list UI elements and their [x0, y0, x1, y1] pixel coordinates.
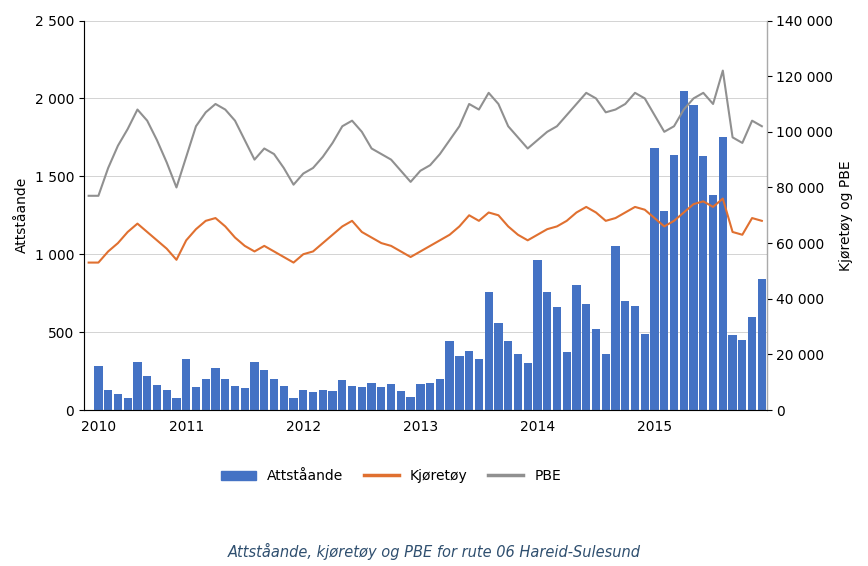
Bar: [699, 156, 707, 410]
Bar: [328, 391, 337, 410]
Bar: [436, 379, 444, 410]
Bar: [240, 388, 249, 410]
Bar: [728, 335, 737, 410]
Bar: [738, 340, 746, 410]
Bar: [387, 384, 395, 410]
Bar: [611, 246, 620, 410]
Bar: [319, 390, 327, 410]
Bar: [367, 383, 376, 410]
Bar: [455, 355, 464, 410]
Bar: [582, 304, 590, 410]
Bar: [631, 306, 639, 410]
Bar: [641, 335, 649, 410]
Bar: [123, 397, 132, 410]
Bar: [670, 155, 678, 410]
Bar: [250, 362, 259, 410]
Bar: [680, 91, 688, 410]
Bar: [153, 385, 161, 410]
Bar: [260, 370, 268, 410]
Bar: [201, 379, 210, 410]
Bar: [572, 285, 581, 410]
Bar: [445, 341, 454, 410]
Bar: [378, 388, 385, 410]
Bar: [114, 395, 122, 410]
Bar: [475, 359, 483, 410]
Bar: [211, 368, 220, 410]
Bar: [465, 351, 473, 410]
Y-axis label: Attståande: Attståande: [15, 177, 29, 254]
Bar: [397, 391, 405, 410]
Bar: [143, 376, 151, 410]
Bar: [173, 397, 181, 410]
Text: Attståande, kjøretøy og PBE for rute 06 Hareid-Sulesund: Attståande, kjøretøy og PBE for rute 06 …: [227, 543, 641, 560]
Bar: [221, 379, 229, 410]
Bar: [484, 291, 493, 410]
Bar: [592, 329, 600, 410]
Bar: [270, 379, 278, 410]
Bar: [299, 390, 307, 410]
Bar: [358, 388, 366, 410]
Bar: [348, 386, 356, 410]
Bar: [182, 359, 190, 410]
Bar: [553, 307, 561, 410]
Bar: [514, 354, 522, 410]
Bar: [339, 380, 346, 410]
Legend: Attståande, Kjøretøy, PBE: Attståande, Kjøretøy, PBE: [215, 464, 567, 489]
Bar: [192, 387, 201, 410]
Bar: [309, 392, 317, 410]
Bar: [494, 323, 503, 410]
Bar: [719, 138, 727, 410]
Y-axis label: Kjøretøy og PBE: Kjøretøy og PBE: [839, 160, 853, 271]
Bar: [689, 105, 698, 410]
Bar: [406, 397, 415, 410]
Bar: [533, 260, 542, 410]
Bar: [621, 301, 629, 410]
Bar: [95, 366, 102, 410]
Bar: [426, 383, 434, 410]
Bar: [758, 279, 766, 410]
Bar: [543, 291, 551, 410]
Bar: [602, 354, 610, 410]
Bar: [231, 386, 240, 410]
Bar: [661, 211, 668, 410]
Bar: [289, 397, 298, 410]
Bar: [104, 390, 112, 410]
Bar: [523, 363, 532, 410]
Bar: [650, 148, 659, 410]
Bar: [162, 390, 171, 410]
Bar: [748, 316, 756, 410]
Bar: [417, 384, 424, 410]
Bar: [279, 386, 288, 410]
Bar: [562, 353, 571, 410]
Bar: [709, 195, 717, 410]
Bar: [504, 341, 512, 410]
Bar: [134, 362, 141, 410]
